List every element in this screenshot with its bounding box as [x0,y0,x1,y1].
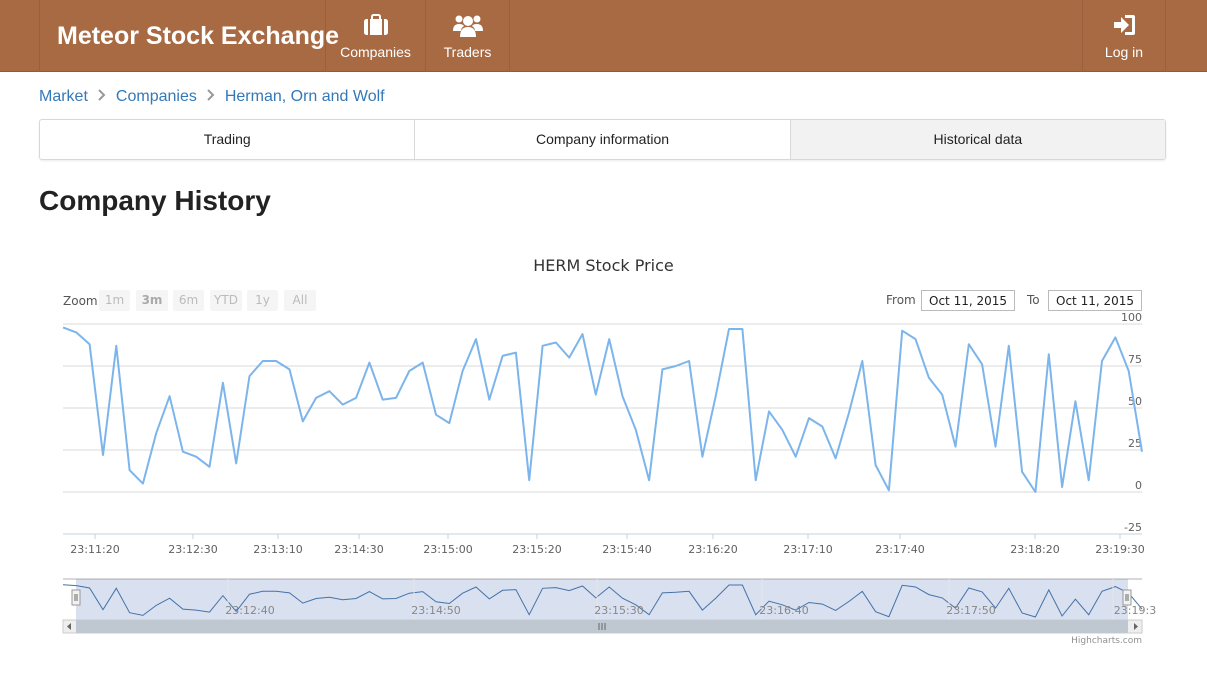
x-tick-label: 23:19:30 [1095,543,1144,556]
x-tick-label: 23:15:40 [602,543,651,556]
x-tick-label: 23:15:20 [512,543,561,556]
chevron-right-icon [88,88,116,106]
scroll-right-arrow-icon [1134,623,1138,630]
navigator-tick-label: 23:14:50 [411,604,460,617]
zoom-1y-button[interactable]: 1y [247,290,278,311]
navigator-selected-range [76,579,1128,620]
navigator-handle [1122,589,1132,606]
x-tick-label: 23:18:20 [1010,543,1059,556]
x-tick-label: 23:17:40 [875,543,924,556]
to-date-input[interactable]: Oct 11, 2015 [1048,290,1142,311]
navigator-handle [71,589,81,606]
navigator-handle-rect [1122,589,1132,606]
y-tick-label: -25 [1124,521,1142,534]
navigator-handle-rect [71,589,81,606]
users-icon [452,15,483,37]
chart-credits: Highcharts.com [1071,636,1142,646]
x-tick-label: 23:12:30 [168,543,217,556]
tab-trading[interactable]: Trading [40,120,416,159]
breadcrumb: Market Companies Herman, Orn and Wolf [39,88,385,106]
chart-title: HERM Stock Price [533,256,674,275]
nav-item-label: Traders [443,44,492,60]
x-tick-label: 23:14:30 [334,543,383,556]
x-tick-label: 23:11:20 [70,543,119,556]
nav-item-traders[interactable]: Traders [426,0,510,72]
briefcase-icon [363,14,388,35]
stock-chart: HERM Stock Price Zoom 1m 3m 6m YTD 1y Al… [0,240,1207,660]
zoom-6m-button[interactable]: 6m [173,290,204,311]
login-button[interactable]: Log in [1082,0,1166,72]
to-label: To [1027,293,1040,307]
chart-svg: 100 75 50 25 0 -25 23:11:20 23:12:30 23:13:10 23:… [62,311,1156,646]
brand-container: Meteor Stock Exchange [39,0,339,72]
brand-title[interactable]: Meteor Stock Exchange [57,22,340,50]
price-series-line [62,326,1143,493]
breadcrumb-company[interactable]: Herman, Orn and Wolf [224,88,385,105]
navigator-tick-label: 23:17:50 [946,604,995,617]
x-tick-label: 23:15:00 [423,543,472,556]
breadcrumb-market[interactable]: Market [39,88,88,105]
x-tick-label: 23:17:10 [783,543,832,556]
breadcrumb-companies[interactable]: Companies [115,88,197,105]
x-tick-label: 23:16:20 [688,543,737,556]
scroll-left-arrow-icon [67,623,71,630]
y-tick-label: 100 [1121,311,1142,324]
nav-item-label: Companies [340,44,411,60]
zoom-3m-button[interactable]: 3m [136,290,168,311]
zoom-all-button[interactable]: All [284,290,316,311]
navigator-tick-label: 23:15:30 [594,604,643,617]
tab-company-information[interactable]: Company information [415,120,791,159]
y-tick-label: 75 [1128,353,1142,366]
login-label: Log in [1104,44,1144,60]
navigator-tick-label: 23:12:40 [225,604,274,617]
from-date-input[interactable]: Oct 11, 2015 [921,290,1015,311]
nav-item-companies[interactable]: Companies [326,0,426,72]
navigator-tick-label: 23:16:40 [759,604,808,617]
navbar: Meteor Stock Exchange Companies Traders … [0,0,1207,72]
tab-historical-data[interactable]: Historical data [790,120,1165,159]
x-tick-label: 23:13:10 [253,543,302,556]
navigator-series-line [62,584,1143,618]
from-label: From [886,293,916,307]
navigator-tick-label: 23:19:3 [1114,604,1156,617]
y-tick-label: 50 [1128,395,1142,408]
sign-in-icon [1114,15,1135,35]
y-tick-label: 0 [1135,479,1142,492]
zoom-1m-button[interactable]: 1m [99,290,130,311]
zoom-label: Zoom [63,294,98,308]
page-title: Company History [39,185,271,216]
zoom-ytd-button[interactable]: YTD [210,290,242,311]
company-tabs: Trading Company information Historical d… [39,119,1166,160]
chevron-right-icon [197,88,225,106]
y-tick-label: 25 [1128,437,1142,450]
